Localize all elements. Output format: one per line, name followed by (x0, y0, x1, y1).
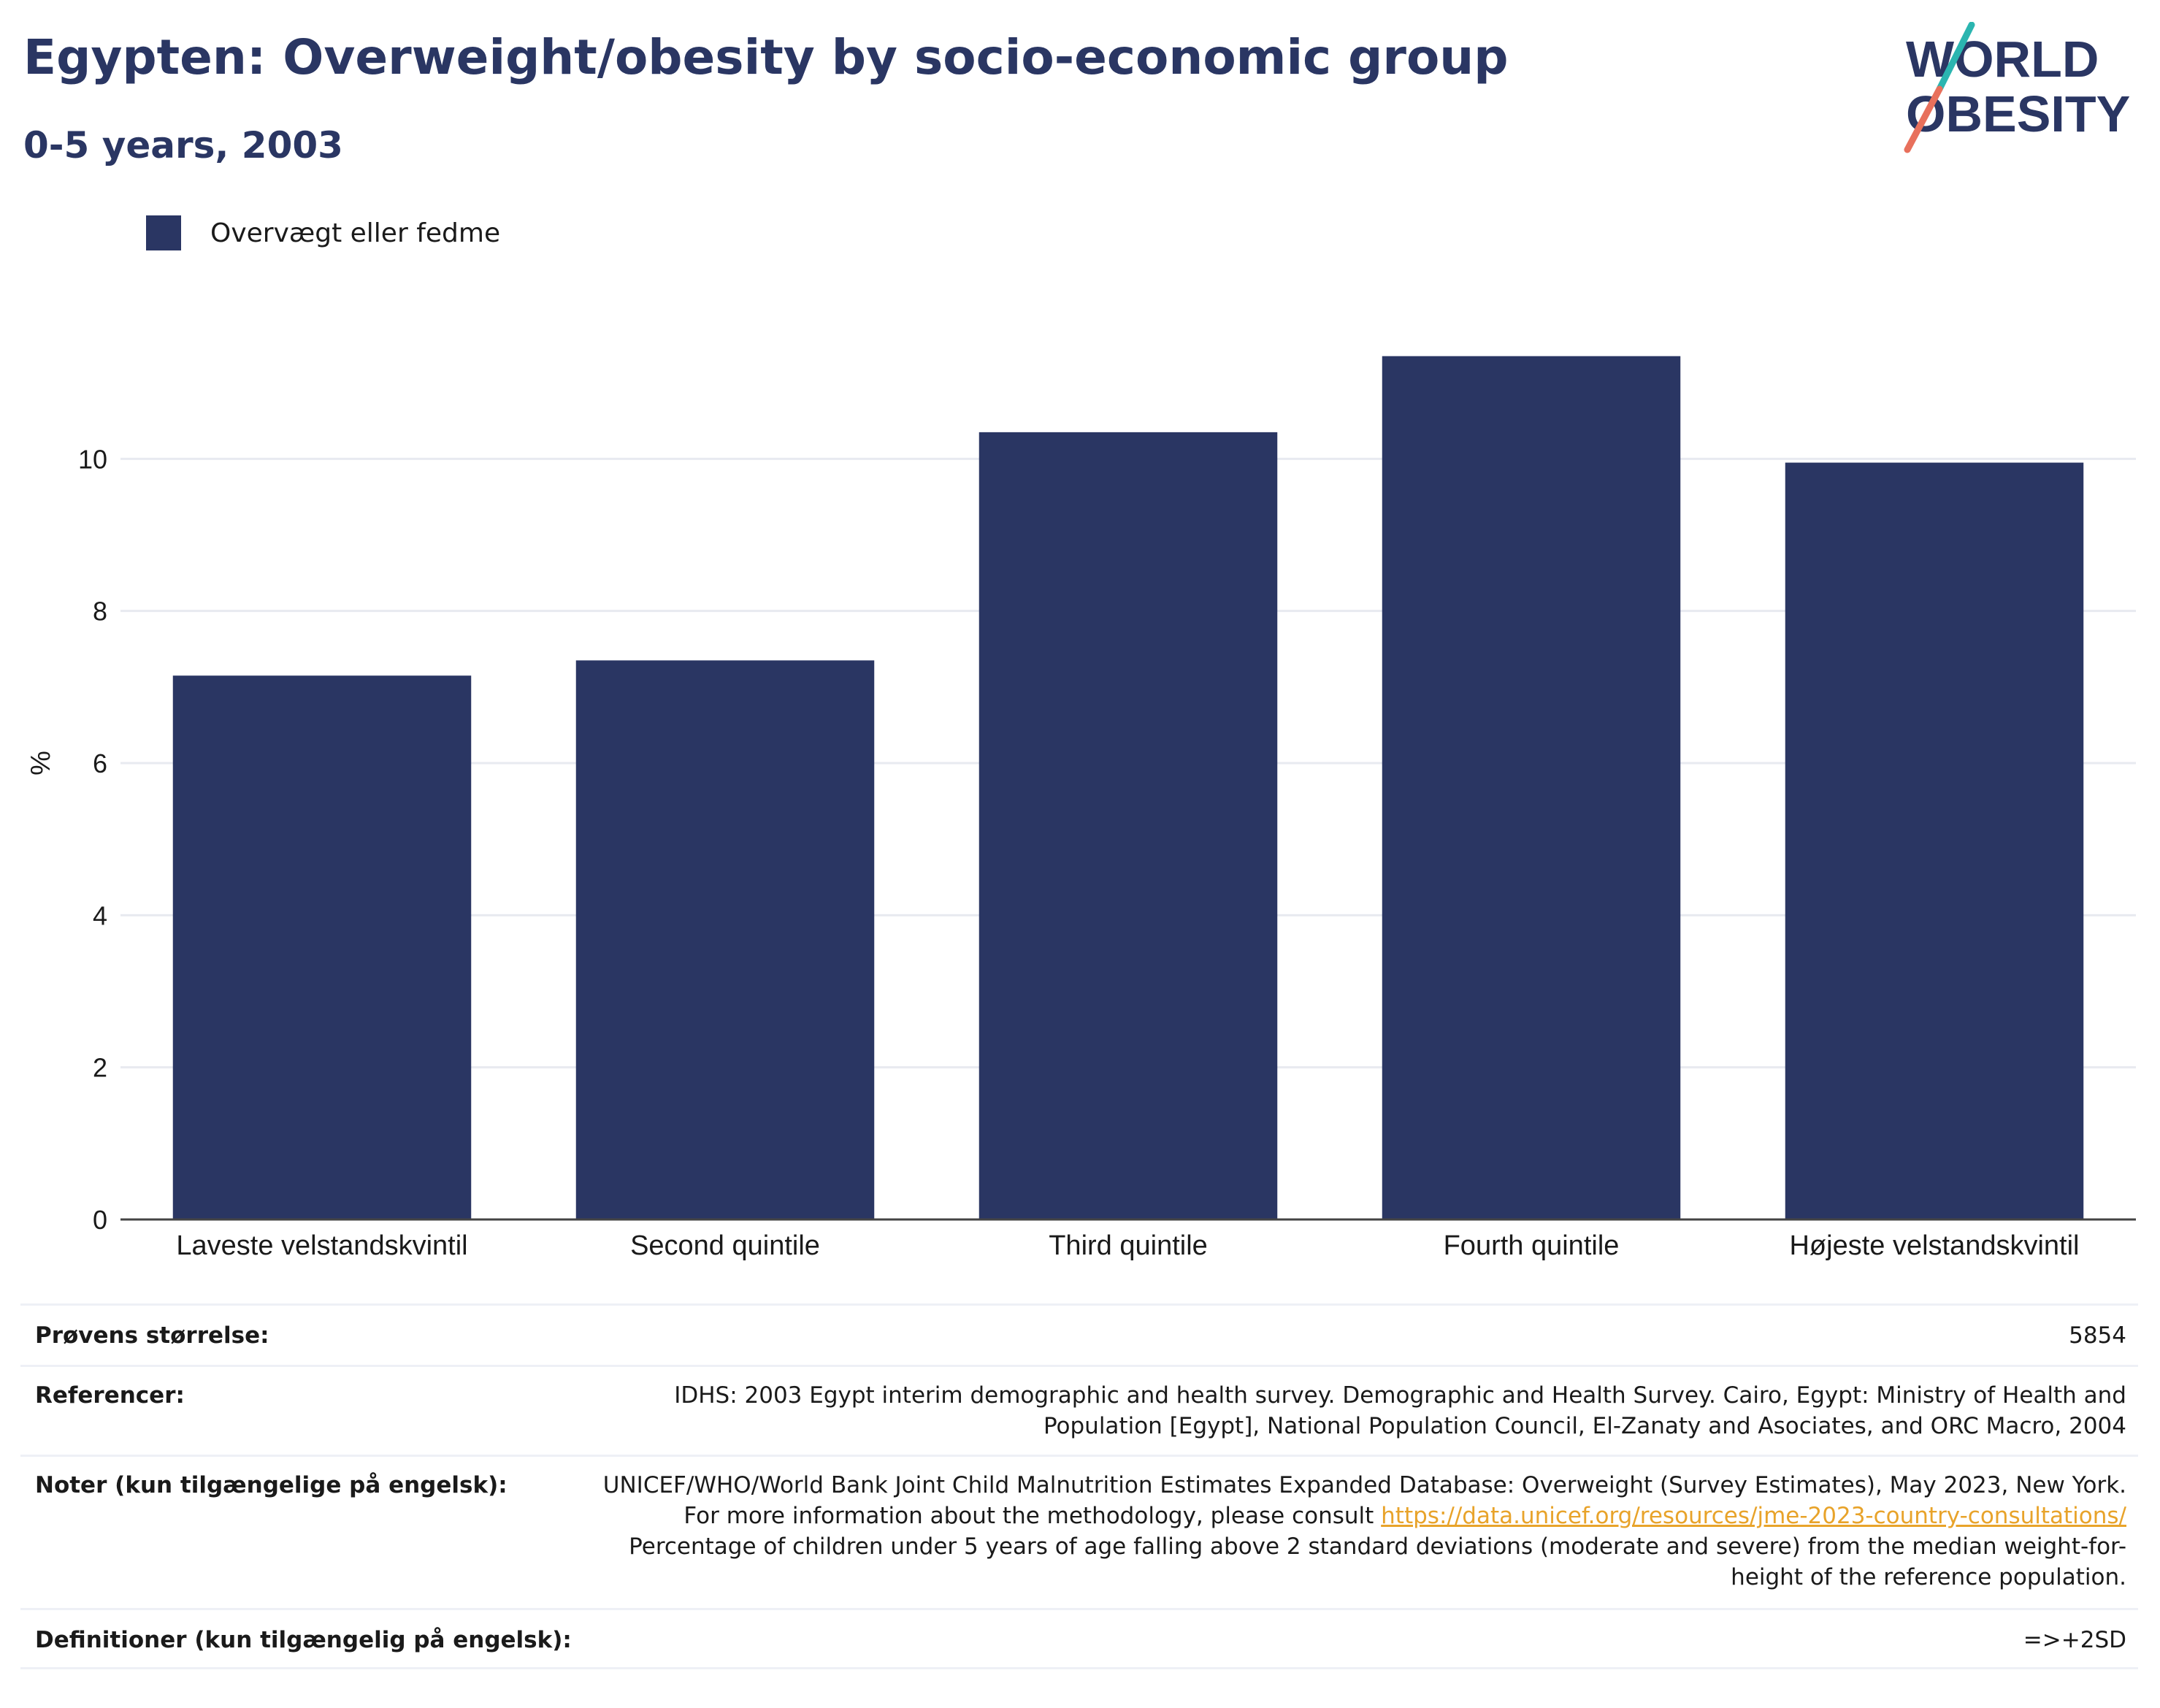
y-axis-label: % (26, 751, 56, 776)
meta-label: Definitioner (kun tilgængelig på engelsk… (35, 1627, 572, 1653)
bar-chart: 0 2 4 6 8 10% Laveste velstandskvintil Second q… (26, 356, 2136, 1261)
meta-value: 5854 (2069, 1322, 2126, 1349)
meta-row-definitions: Definitioner (kun tilgængelig på engelsk… (20, 1608, 2138, 1669)
meta-row-notes: Noter (kun tilgængelige på engelsk): UNI… (20, 1455, 2138, 1608)
chart-legend: Overvægt eller fedme (146, 215, 500, 250)
bar (978, 432, 1278, 1219)
notes-text: UNICEF/WHO/World Bank Joint Child Malnut… (602, 1472, 2126, 1529)
meta-row-references: Referencer: IDHS: 2003 Egypt interim dem… (20, 1365, 2138, 1455)
bar (172, 675, 472, 1219)
y-tick-label: 6 (93, 748, 107, 778)
x-tick-label: Third quintile (1049, 1230, 1208, 1261)
x-tick-label: Fourth quintile (1444, 1230, 1620, 1261)
legend-swatch (146, 215, 181, 250)
y-tick-label: 0 (93, 1205, 107, 1235)
notes-text-2: Percentage of children under 5 years of … (629, 1533, 2126, 1590)
metadata-table: Prøvens størrelse: 5854 Referencer: IDHS… (20, 1303, 2138, 1669)
legend-label: Overvægt eller fedme (210, 218, 501, 248)
x-tick-label: Højeste velstandskvintil (1789, 1230, 2079, 1261)
bar (575, 660, 875, 1219)
page-title: Egypten: Overweight/obesity by socio-eco… (23, 29, 1509, 85)
world-obesity-logo: WORLD OBESITY (1904, 22, 2130, 153)
meta-value: IDHS: 2003 Egypt interim demographic and… (674, 1382, 2126, 1439)
y-tick-label: 2 (93, 1053, 107, 1083)
meta-label: Referencer: (35, 1382, 185, 1409)
y-tick-label: 8 (93, 597, 107, 627)
meta-value: UNICEF/WHO/World Bank Joint Child Malnut… (590, 1470, 2138, 1608)
bar (1382, 356, 1681, 1219)
y-tick-label: 4 (93, 900, 107, 930)
bar (1785, 462, 2084, 1219)
page-subtitle: 0-5 years, 2003 (23, 124, 343, 166)
meta-label: Prøvens størrelse: (35, 1322, 269, 1349)
methodology-link[interactable]: https://data.unicef.org/resources/jme-20… (1381, 1503, 2126, 1529)
y-tick-label: 10 (78, 444, 107, 474)
x-tick-label: Laveste velstandskvintil (176, 1230, 467, 1261)
logo-line2: OBESITY (1906, 85, 2130, 142)
logo-line1: WORLD (1906, 31, 2099, 88)
meta-label: Noter (kun tilgængelige på engelsk): (35, 1472, 508, 1498)
meta-value: =>+2SD (2023, 1627, 2126, 1653)
meta-row-sample-size: Prøvens størrelse: 5854 (20, 1303, 2138, 1365)
x-tick-label: Second quintile (630, 1230, 820, 1261)
